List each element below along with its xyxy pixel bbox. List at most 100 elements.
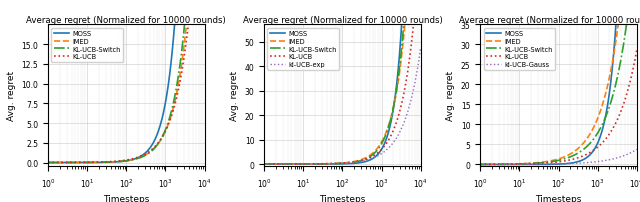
IMED [476, 163, 484, 166]
Y-axis label: Avg. regret: Avg. regret [7, 71, 16, 121]
IMED [276, 163, 284, 165]
IMED [545, 160, 553, 163]
KL-UCB [633, 50, 640, 52]
Y-axis label: Avg. regret: Avg. regret [230, 71, 239, 121]
Line: KL-UCB-Switch: KL-UCB-Switch [48, 0, 205, 163]
IMED [382, 131, 390, 134]
KL-UCB-Switch [276, 163, 284, 165]
X-axis label: Timesteps: Timesteps [103, 194, 150, 202]
KL-UCB [540, 162, 547, 165]
kl-UCB-Gauss [476, 163, 484, 166]
kl-UCB-Gauss [584, 162, 591, 164]
Line: KL-UCB: KL-UCB [264, 0, 420, 164]
Line: KL-UCB: KL-UCB [48, 0, 205, 163]
KL-UCB [368, 156, 376, 158]
Line: IMED: IMED [480, 0, 637, 165]
KL-UCB-Switch [44, 162, 52, 164]
KL-UCB-Switch [368, 155, 376, 157]
KL-UCB-Switch [324, 163, 332, 165]
KL-UCB-Switch [545, 161, 553, 163]
Line: MOSS: MOSS [264, 0, 420, 164]
Title: Average regret (Normalized for 10000 rounds): Average regret (Normalized for 10000 rou… [243, 16, 442, 24]
kl-UCB-exp [276, 163, 284, 165]
IMED [260, 163, 268, 165]
IMED [584, 137, 591, 139]
IMED [169, 108, 177, 111]
IMED [113, 160, 121, 163]
MOSS [602, 118, 609, 120]
Legend: MOSS, IMED, KL-UCB-Switch, KL-UCB, kl-UCB-Gauss: MOSS, IMED, KL-UCB-Switch, KL-UCB, kl-UC… [484, 28, 556, 70]
KL-UCB [382, 143, 390, 145]
KL-UCB-Switch [166, 115, 174, 118]
Line: IMED: IMED [264, 0, 420, 164]
KL-UCB-Switch [385, 124, 393, 127]
MOSS [598, 129, 606, 132]
Line: kl-UCB-exp: kl-UCB-exp [264, 48, 420, 164]
KL-UCB [276, 163, 284, 165]
MOSS [44, 162, 52, 164]
kl-UCB-exp [382, 149, 390, 152]
MOSS [385, 129, 393, 132]
KL-UCB [60, 161, 68, 164]
kl-UCB-Gauss [602, 160, 609, 162]
Line: MOSS: MOSS [480, 0, 637, 165]
Line: KL-UCB: KL-UCB [480, 51, 637, 165]
MOSS [382, 138, 390, 141]
KL-UCB [385, 138, 393, 141]
Legend: MOSS, IMED, KL-UCB-Switch, KL-UCB, kl-UCB-exp: MOSS, IMED, KL-UCB-Switch, KL-UCB, kl-UC… [268, 28, 339, 70]
KL-UCB-Switch [602, 117, 609, 120]
MOSS [169, 43, 177, 46]
MOSS [152, 137, 159, 140]
KL-UCB [260, 163, 268, 165]
KL-UCB [169, 111, 177, 113]
MOSS [108, 161, 115, 163]
MOSS [545, 163, 553, 166]
KL-UCB-Switch [169, 104, 177, 107]
KL-UCB-Switch [329, 163, 337, 165]
kl-UCB-Gauss [492, 163, 500, 166]
Title: Average regret (Normalized for 10000 rounds): Average regret (Normalized for 10000 rou… [26, 16, 226, 24]
Line: IMED: IMED [48, 0, 205, 163]
kl-UCB-Gauss [545, 163, 553, 165]
IMED [324, 163, 332, 165]
KL-UCB-Switch [598, 124, 606, 126]
KL-UCB-Switch [60, 161, 68, 164]
IMED [152, 146, 159, 148]
X-axis label: Timesteps: Timesteps [535, 194, 582, 202]
kl-UCB-Gauss [633, 148, 640, 151]
kl-UCB-exp [329, 162, 337, 165]
IMED [492, 163, 500, 166]
IMED [329, 163, 337, 165]
Title: Average regret (Normalized for 10000 rounds): Average regret (Normalized for 10000 rou… [459, 16, 640, 24]
IMED [60, 161, 68, 164]
MOSS [540, 163, 547, 166]
IMED [602, 95, 609, 97]
Line: MOSS: MOSS [48, 0, 205, 163]
IMED [598, 104, 606, 107]
KL-UCB [166, 119, 174, 122]
KL-UCB-Switch [492, 163, 500, 166]
KL-UCB-Switch [108, 161, 115, 163]
KL-UCB [492, 163, 500, 166]
kl-UCB-exp [417, 47, 424, 49]
kl-UCB-exp [260, 163, 268, 165]
KL-UCB [108, 161, 115, 163]
IMED [368, 153, 376, 156]
KL-UCB [476, 163, 484, 166]
KL-UCB [44, 161, 52, 164]
kl-UCB-exp [324, 163, 332, 165]
kl-UCB-exp [385, 147, 393, 149]
kl-UCB-Gauss [540, 163, 547, 166]
Legend: MOSS, IMED, KL-UCB-Switch, KL-UCB: MOSS, IMED, KL-UCB-Switch, KL-UCB [51, 28, 123, 63]
KL-UCB-Switch [584, 145, 591, 147]
Line: KL-UCB-Switch: KL-UCB-Switch [480, 0, 637, 165]
Line: KL-UCB-Switch: KL-UCB-Switch [264, 0, 420, 164]
MOSS [113, 161, 121, 163]
KL-UCB-Switch [260, 163, 268, 165]
IMED [44, 162, 52, 164]
IMED [540, 161, 547, 163]
KL-UCB [545, 162, 553, 164]
KL-UCB-Switch [476, 163, 484, 166]
Line: kl-UCB-Gauss: kl-UCB-Gauss [480, 149, 637, 165]
KL-UCB [602, 139, 609, 141]
